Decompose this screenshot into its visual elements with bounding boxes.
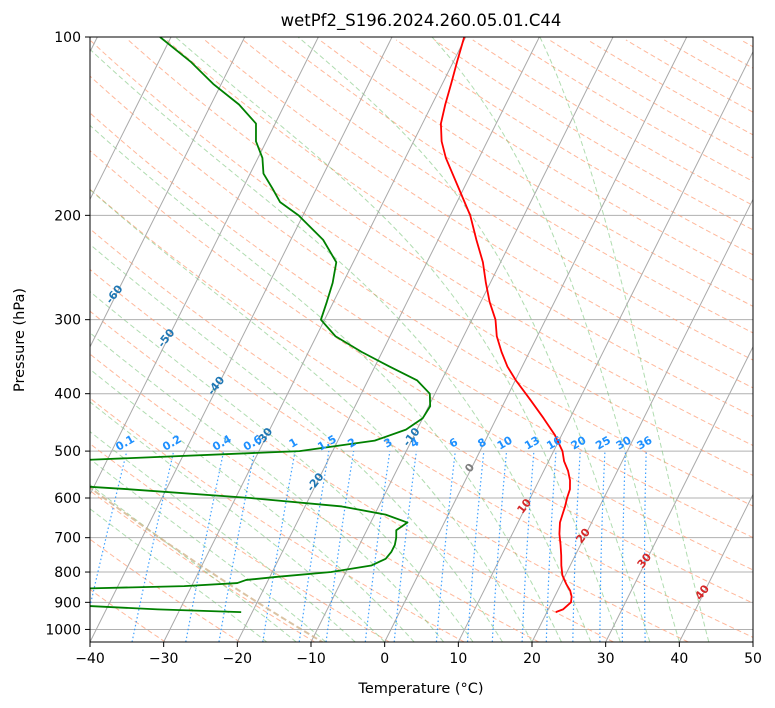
y-tick-label: 400: [54, 387, 81, 403]
mixing-ratio-line: [298, 451, 330, 642]
dry-adiabat: [90, 490, 315, 642]
dry-adiabat: [127, 39, 753, 447]
moist-adiabat: [90, 458, 327, 642]
x-tick-label: 0: [380, 651, 389, 667]
y-tick-label: 500: [54, 444, 81, 460]
sounding-traces: [90, 37, 573, 614]
y-tick-label: 800: [54, 565, 81, 581]
isotherm: [605, 345, 753, 642]
temperature-trace: [440, 37, 573, 613]
y-tick-label: 700: [54, 531, 81, 547]
moist-adiabat: [90, 332, 444, 642]
isotherm: [236, 37, 540, 642]
dry-adiabat: [204, 39, 753, 389]
x-axis-ticks: −40 −30 −20 −10 0 10 20 30 40 50: [75, 642, 762, 667]
mixing-ratio-line: [90, 450, 128, 609]
dry-adiabat: [510, 39, 753, 182]
isotherm: [90, 37, 172, 201]
mixing-ratio-line: [466, 451, 485, 642]
x-tick-label: 20: [523, 651, 541, 667]
chart-title: wetPf2_S196.2024.260.05.01.C44: [281, 11, 562, 31]
dry-adiabat: [166, 39, 753, 417]
mixing-ratio-line: [131, 450, 175, 642]
isotherm: [457, 50, 753, 642]
moist-adiabat: [90, 290, 474, 642]
isotherm: [531, 198, 753, 642]
isotherms: [90, 37, 753, 642]
special-curves: [90, 486, 323, 642]
dry-adiabat: [90, 268, 689, 642]
y-axis-title: Pressure (hPa): [12, 288, 28, 392]
y-tick-label: 1000: [45, 622, 81, 638]
isotherm: [90, 37, 319, 496]
dry-adiabat: [395, 39, 753, 256]
moist-adiabat: [431, 37, 680, 642]
y-tick-label: 600: [54, 491, 81, 507]
mixing-ratio-lines: [90, 450, 647, 642]
dry-adiabat: [242, 39, 753, 361]
dry-adiabat: [90, 112, 753, 539]
y-tick-label: 300: [54, 313, 81, 329]
mixing-ratio-line: [325, 451, 355, 642]
x-tick-label: −40: [75, 651, 105, 667]
dry-adiabat: [90, 188, 753, 604]
isotherm: [90, 37, 246, 348]
y-axis-ticks: 1000 900 800 700 600 500 400 300 200 100: [45, 30, 90, 638]
mixing-ratio-line: [435, 451, 456, 642]
isotherm: [163, 37, 467, 642]
mixing-ratio-line: [393, 451, 418, 642]
x-tick-label: 40: [670, 651, 688, 667]
isotherm: [310, 37, 614, 642]
reference-curve: [90, 486, 323, 642]
moist-adiabat: [297, 37, 651, 642]
dry-adiabat: [90, 310, 614, 642]
dry-adiabat: [90, 75, 753, 507]
dry-adiabat: [280, 39, 753, 334]
x-tick-label: 30: [597, 651, 615, 667]
dewpoint-trace: [90, 37, 432, 614]
plot-frame: [89, 36, 754, 643]
x-tick-label: −10: [296, 651, 326, 667]
pressure-gridlines: [90, 37, 753, 630]
dry-adiabat: [90, 39, 753, 476]
moist-adiabat: [90, 243, 503, 642]
isotherm: [384, 37, 688, 642]
x-tick-label: 10: [449, 651, 467, 667]
y-tick-label: 100: [54, 30, 81, 46]
dry-adiabat: [90, 538, 241, 642]
x-tick-label: −20: [223, 651, 253, 667]
isotherm: [90, 37, 393, 642]
mixing-ratio-line: [364, 451, 391, 642]
y-tick-label: 900: [54, 595, 81, 611]
moist-adiabat: [90, 188, 533, 642]
moist-adiabat: [539, 37, 710, 642]
moist-adiabat: [90, 368, 415, 642]
dry-adiabat: [357, 39, 753, 281]
x-tick-label: 50: [744, 651, 762, 667]
y-tick-label: 200: [54, 208, 81, 224]
x-axis-title: Temperature (°C): [357, 681, 483, 697]
moist-adiabat: [90, 401, 386, 642]
isotherm: [678, 493, 753, 642]
x-tick-label: −30: [149, 651, 179, 667]
